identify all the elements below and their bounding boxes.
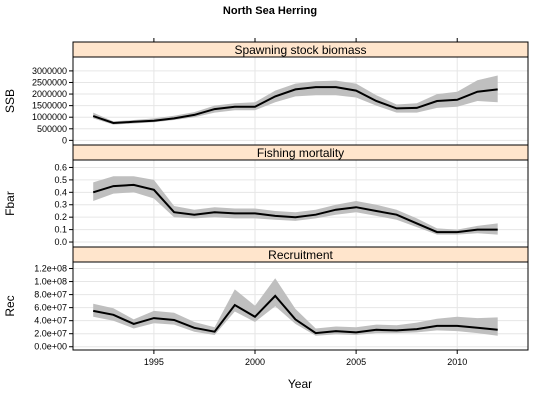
strip [72,144,529,161]
y-tick-label: 0.2 [54,212,67,222]
y-tick-label: 0 [62,135,67,145]
y-axis-label: Rec [3,295,17,316]
x-tick-label: 2010 [447,357,467,367]
y-tick-label: 0.4 [54,187,67,197]
y-tick-label: 500000 [37,124,67,134]
confidence-band [93,176,498,235]
y-tick-label: 1000000 [32,112,67,122]
y-tick-label: 3000000 [32,66,67,76]
y-tick-label: 8.0e+07 [34,290,67,300]
chart-title: North Sea Herring [223,5,317,17]
strip-label: Fishing mortality [257,146,344,160]
y-tick-label: 0.5 [54,175,67,185]
panel-1: Fishing mortality 0.0 0.1 0.2 0.3 0.4 0.5 0.6 Fb… [3,144,529,248]
confidence-band [93,75,498,125]
series-line [92,183,498,234]
strip [72,41,529,58]
y-tick-label: 2000000 [32,89,67,99]
confidence-band [93,278,498,336]
x-axis-top [153,38,458,42]
x-axis: 1995 2000 2005 2010 [144,350,467,367]
y-tick-label: 0.0 [54,237,67,247]
strip [72,246,529,263]
y-tick-label: 1.0e+08 [34,277,67,287]
panel-2: Recruitment 0.0e+00 2.0e+07 4.0e+07 6.0e+07 8… [3,246,529,352]
y-tick-label: 0.0e+00 [34,342,67,352]
y-tick-label: 0.3 [54,200,67,210]
x-tick-label: 2000 [245,357,265,367]
y-axis-label: SSB [3,89,17,113]
panel-frame [72,261,529,351]
y-tick-label: 0.6 [54,162,67,172]
x-tick-label: 1995 [144,357,164,367]
y-tick-label: 2.0e+07 [34,329,67,339]
y-axis-label: Fbar [3,191,17,216]
x-axis-label: Year [288,377,312,391]
y-tick-label: 4.0e+07 [34,316,67,326]
y-tick-label: 6.0e+07 [34,303,67,313]
y-tick-label: 1.2e+08 [34,264,67,274]
x-tick-label: 2005 [346,357,366,367]
series-line [92,86,498,125]
strip-label: Recruitment [268,248,333,262]
series-line [93,294,498,335]
y-tick-label: 1500000 [32,101,67,111]
y-tick-label: 0.1 [54,225,67,235]
y-tick-label: 2500000 [32,77,67,87]
strip-label: Spawning stock biomass [234,43,366,57]
